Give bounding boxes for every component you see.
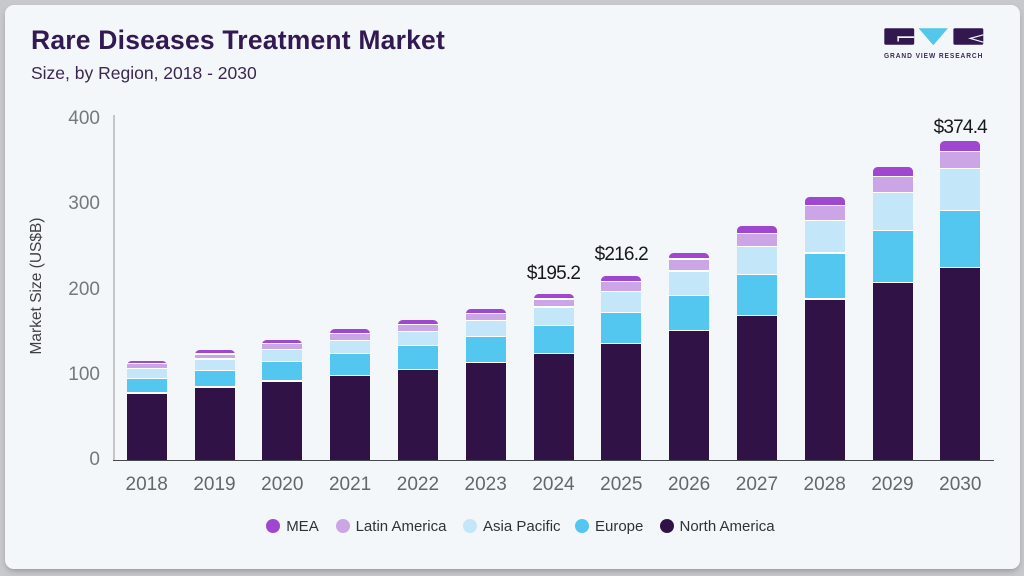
svg-text:GRAND VIEW RESEARCH: GRAND VIEW RESEARCH <box>884 51 983 60</box>
